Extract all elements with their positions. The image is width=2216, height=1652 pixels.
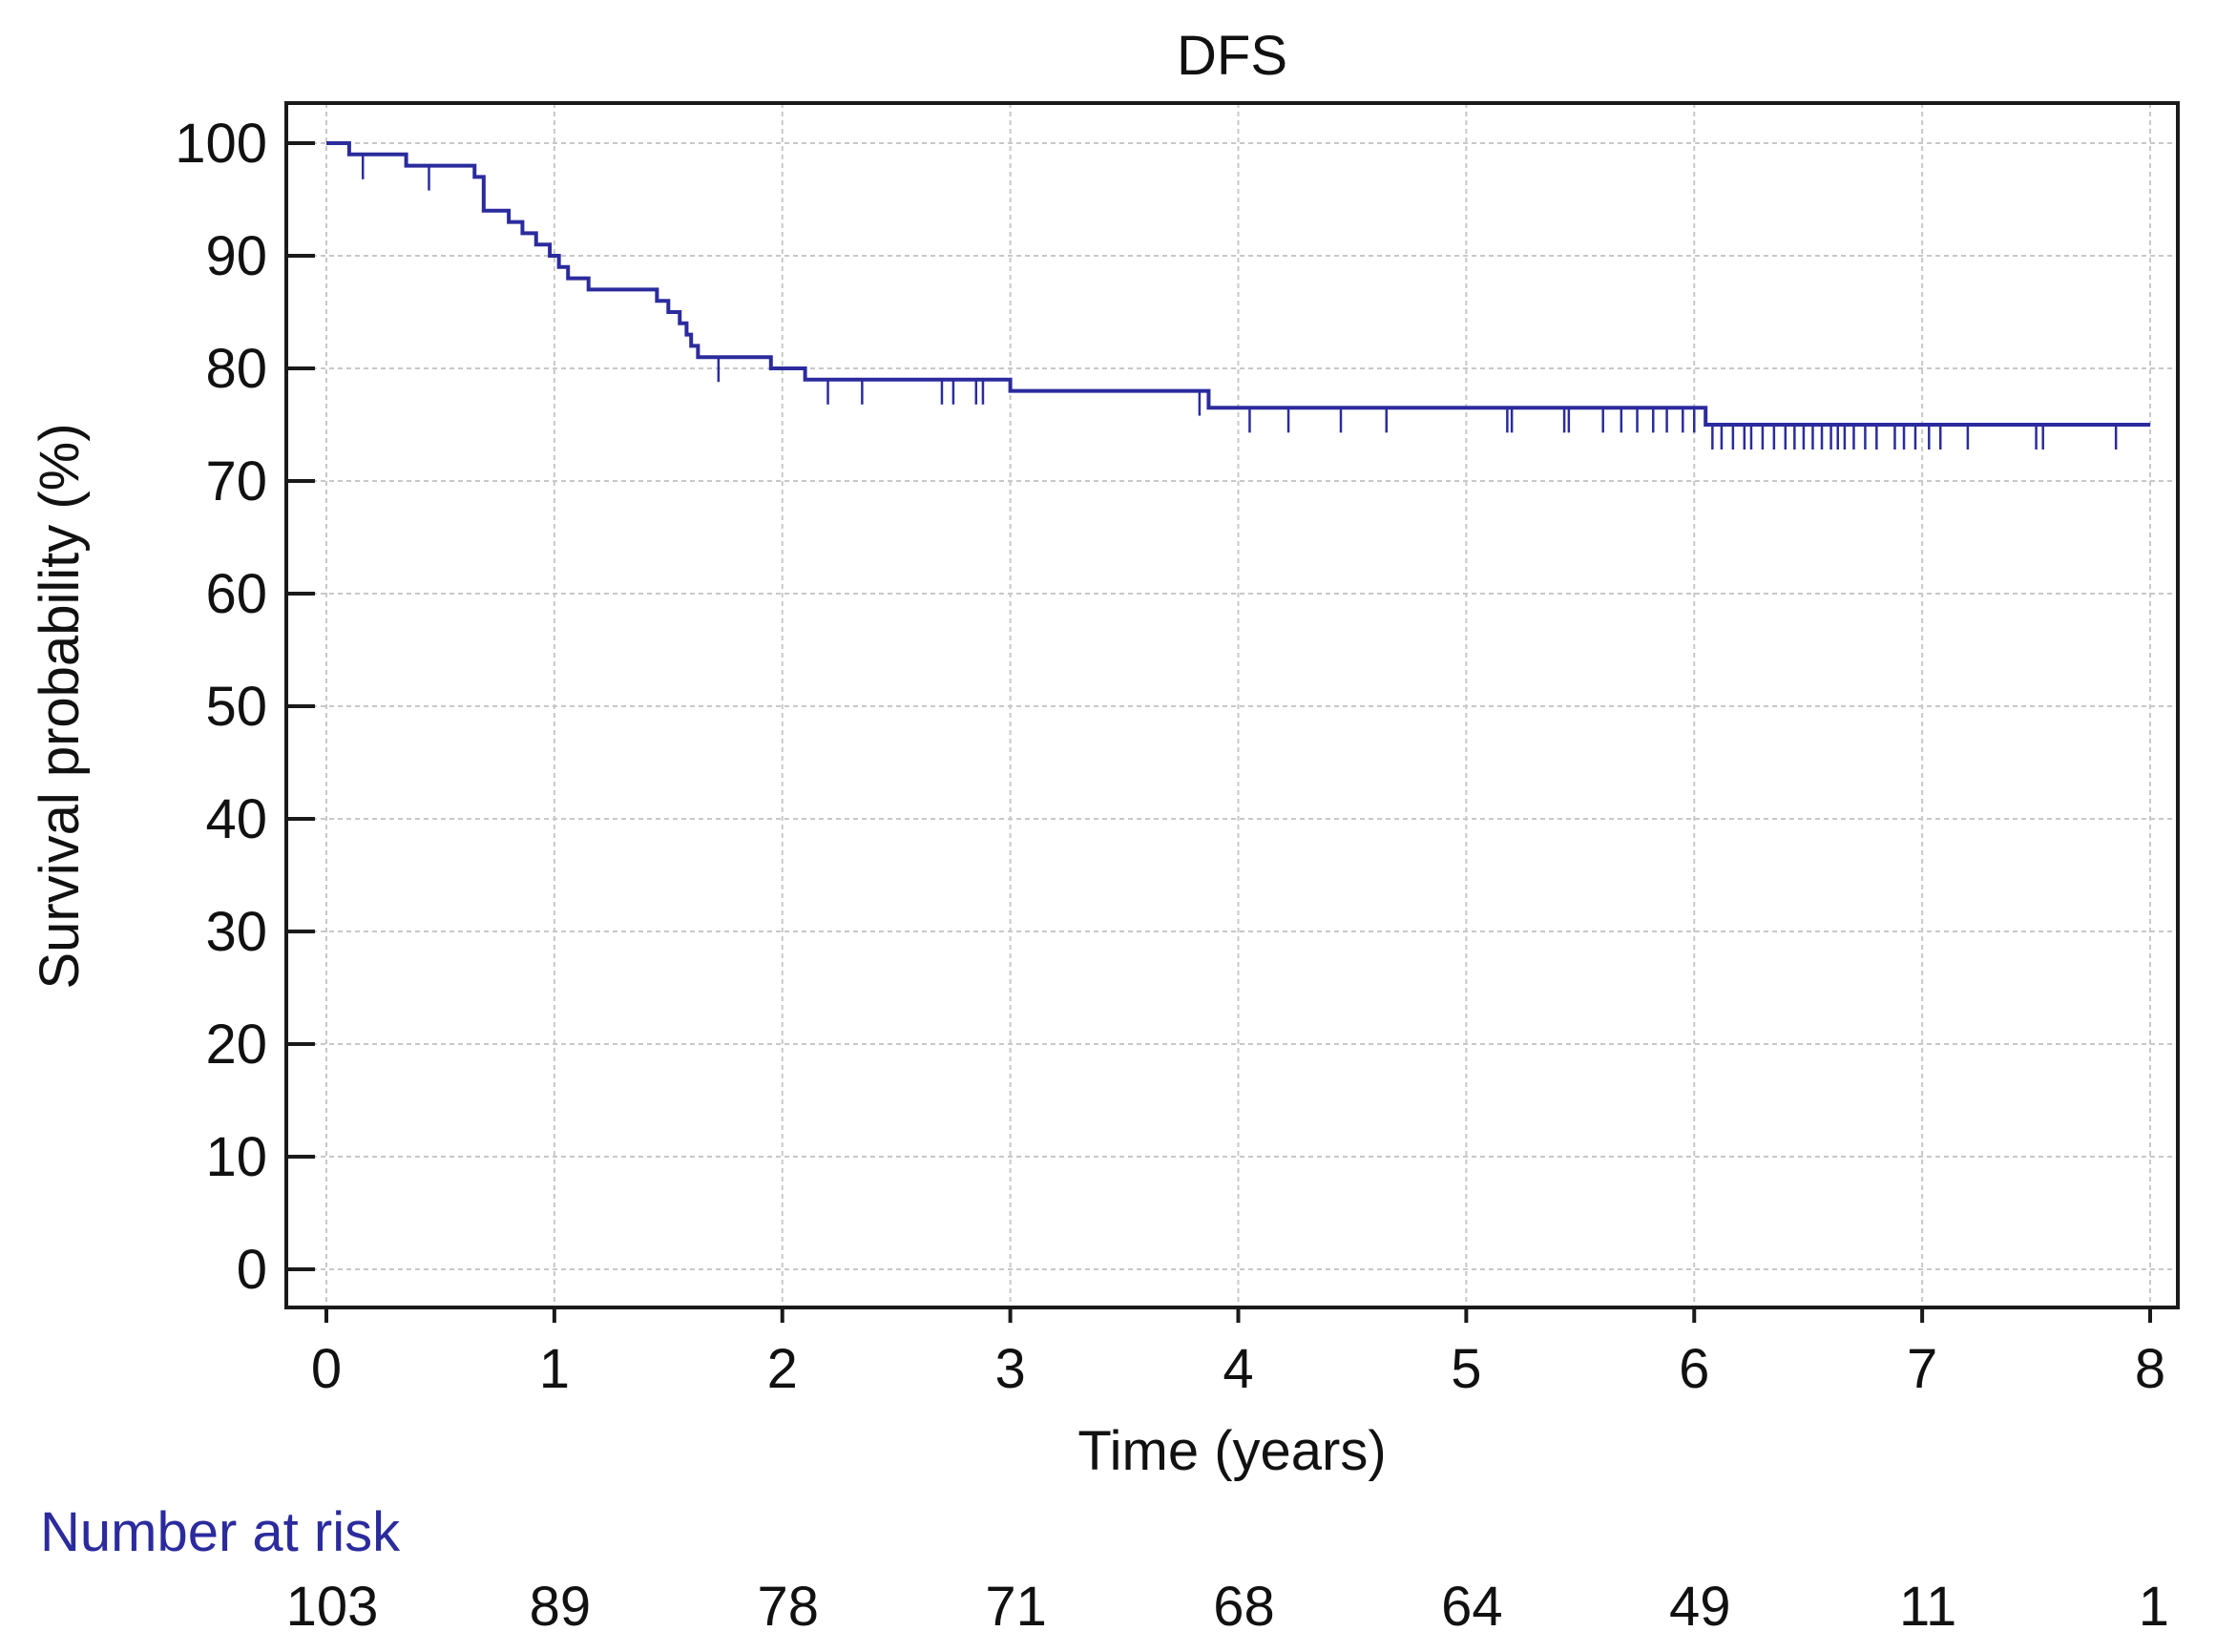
y-tick-label: 70: [205, 450, 267, 512]
y-tick-label: 40: [205, 788, 267, 850]
risk-table: 103 89 78 71 68 64 49 11 1: [286, 1576, 2169, 1638]
risk-table-label: Number at risk: [40, 1501, 401, 1563]
y-tick-label: 60: [205, 563, 267, 625]
grid-layer: [286, 103, 2178, 1307]
risk-count: 49: [1669, 1576, 1731, 1638]
x-tick-label: 5: [1451, 1338, 1481, 1400]
y-tick-label: 80: [205, 338, 267, 400]
risk-count: 71: [985, 1576, 1047, 1638]
risk-count: 1: [2139, 1576, 2169, 1638]
risk-count: 11: [1899, 1576, 1956, 1638]
risk-count: 103: [286, 1576, 379, 1638]
chart-title: DFS: [1177, 25, 1287, 87]
y-tick-label: 20: [205, 1014, 267, 1076]
y-tick-label: 30: [205, 901, 267, 963]
risk-count: 64: [1441, 1576, 1503, 1638]
y-tick-label: 10: [205, 1126, 267, 1188]
x-tick-label: 6: [1679, 1338, 1709, 1400]
x-tick-label: 2: [767, 1338, 798, 1400]
x-tick-label: 8: [2135, 1338, 2165, 1400]
risk-count: 68: [1213, 1576, 1275, 1638]
x-tick-label: 7: [1907, 1338, 1937, 1400]
x-axis-label: Time (years): [1077, 1420, 1386, 1482]
y-tick-label: 0: [237, 1239, 267, 1301]
risk-count: 89: [530, 1576, 592, 1638]
x-tick-label: 3: [994, 1338, 1025, 1400]
x-tick-label: 4: [1223, 1338, 1253, 1400]
risk-count: 78: [757, 1576, 819, 1638]
y-tick-label: 90: [205, 225, 267, 287]
y-axis-label: Survival probability (%): [29, 423, 91, 989]
y-tick-label: 100: [175, 113, 267, 175]
x-tick-label: 0: [311, 1338, 342, 1400]
curve-layer: [326, 141, 2150, 450]
y-tick-label: 50: [205, 676, 267, 738]
survival-curve: [326, 141, 2150, 427]
x-tick-label: 1: [539, 1338, 570, 1400]
